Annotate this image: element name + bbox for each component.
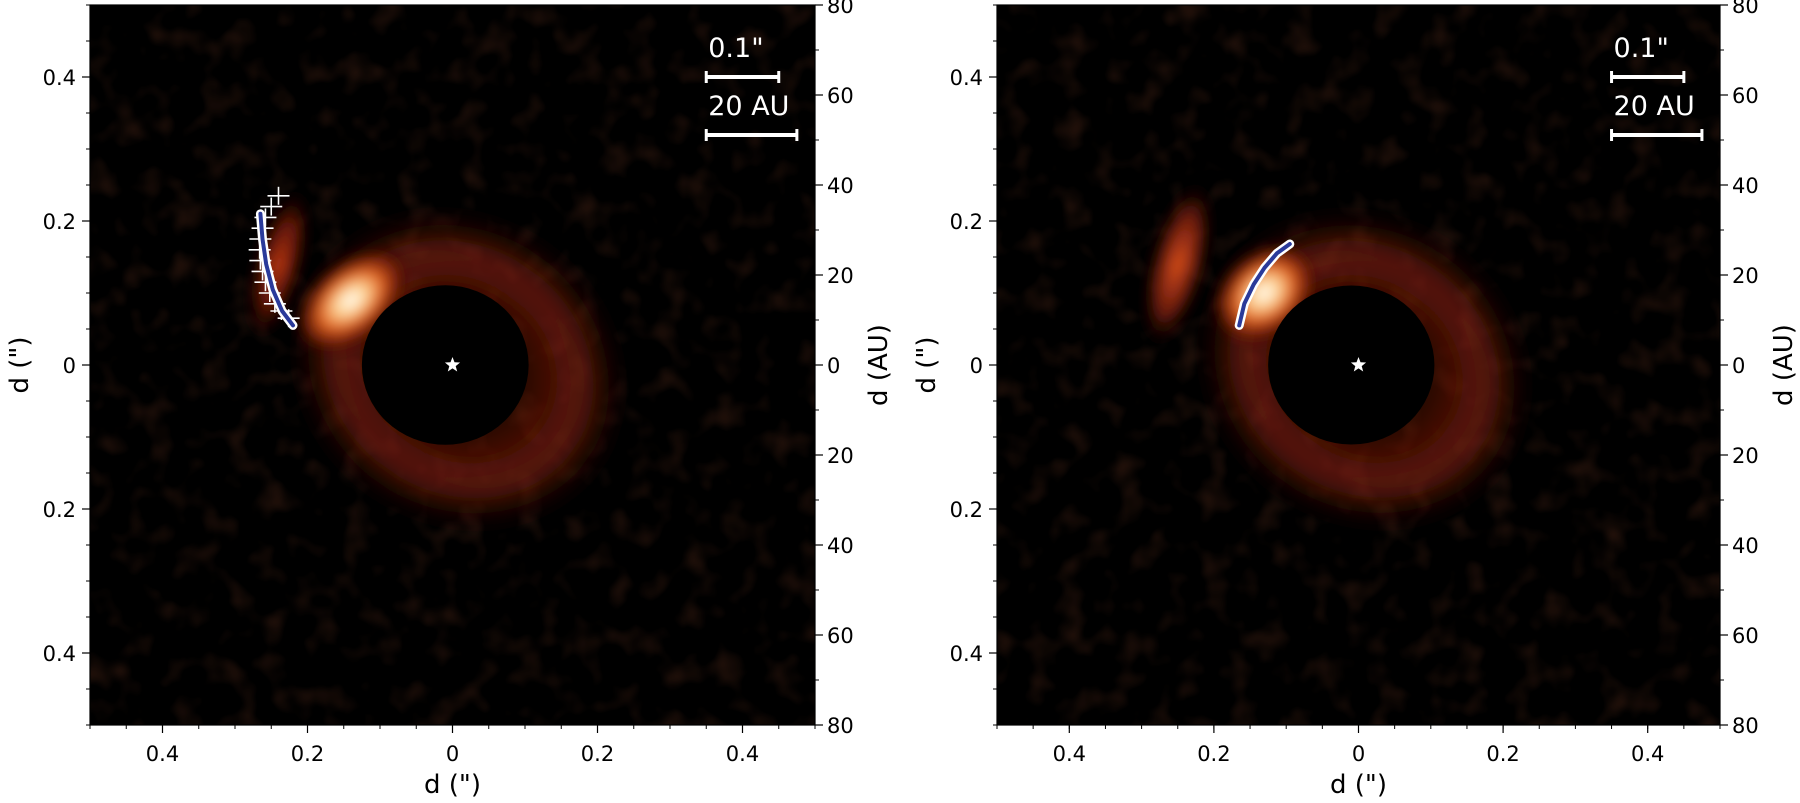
x-tick-label: 0 (446, 742, 459, 766)
coronagraph-mask (1268, 285, 1435, 445)
x-tick-label: 0.2 (291, 742, 324, 766)
image-area: 0.1" 20 AU (997, 5, 1720, 725)
y2-tick-label: 40 (827, 534, 854, 558)
y2-axis-label: d (AU) (864, 324, 894, 406)
fit-curve (1237, 242, 1292, 328)
y2-tick-label: 20 (1732, 264, 1759, 288)
y2-tick-label: 20 (827, 444, 854, 468)
y2-tick-label: 80 (1732, 0, 1759, 18)
y-tick-label: 0.2 (43, 498, 76, 522)
y2-tick-label: 40 (1732, 534, 1759, 558)
coronagraph-mask (361, 285, 529, 445)
y2-tick-label: 40 (1732, 174, 1759, 198)
y-tick-label: 0 (63, 354, 76, 378)
star-marker (444, 357, 461, 372)
x-axis-label: d (") (424, 770, 481, 799)
scalebar-label: 0.1" (1614, 33, 1669, 64)
x-tick-label: 0.2 (1197, 742, 1230, 766)
left-panel: 0.1" 20 AU 0.4 0.2 0 0.2 0.4 0.4 0.2 0 0.2 0.4 80 60 4… (5, 0, 894, 800)
y-axis-label: d (") (912, 336, 942, 393)
measured-point (260, 197, 283, 216)
x-tick-label: 0.4 (1631, 742, 1664, 766)
y2-tick-label: 60 (1732, 84, 1759, 108)
y-tick-label: 0 (970, 354, 983, 378)
x-tick-label: 0.4 (726, 742, 759, 766)
scalebar-label: 20 AU (1614, 91, 1695, 122)
y-axis-label: d (") (5, 336, 35, 393)
y2-tick-label: 60 (1732, 624, 1759, 648)
star-marker (1350, 357, 1367, 372)
y2-tick-label: 60 (827, 84, 854, 108)
y-tick-label: 0.2 (950, 210, 983, 234)
y-tick-label: 0.4 (950, 66, 983, 90)
fit-curve (258, 211, 295, 328)
x-tick-label: 0.4 (1053, 742, 1086, 766)
outer-streak (1141, 180, 1214, 349)
y2-tick-label: 20 (827, 264, 854, 288)
y-tick-label: 0.2 (950, 498, 983, 522)
x-tick-label: 0.2 (1486, 742, 1519, 766)
image-area: 0.1" 20 AU (90, 5, 815, 725)
y2-tick-label: 40 (827, 174, 854, 198)
y2-tick-label: 20 (1732, 444, 1759, 468)
x-tick-label: 0 (1352, 742, 1365, 766)
y2-tick-label: 60 (827, 624, 854, 648)
y2-tick-label: 0 (1732, 354, 1745, 378)
x-tick-label: 0.2 (581, 742, 614, 766)
y2-axis-label: d (AU) (1769, 324, 1799, 406)
scalebar-label: 0.1" (708, 33, 763, 64)
y-tick-label: 0.4 (43, 66, 76, 90)
y2-tick-label: 80 (827, 714, 854, 738)
right-panel: 0.1" 20 AU 0.4 0.2 0 0.2 0.4 0.4 0.2 0 0.2 0.4 80 60 4… (912, 0, 1799, 800)
y-tick-label: 0.4 (43, 642, 76, 666)
measured-point (267, 186, 290, 205)
outer-streak (246, 186, 311, 342)
x-axis-label: d (") (1330, 770, 1387, 799)
y2-tick-label: 80 (827, 0, 854, 18)
y-tick-label: 0.2 (43, 210, 76, 234)
y-tick-label: 0.4 (950, 642, 983, 666)
scalebar-label: 20 AU (708, 91, 789, 122)
y2-tick-label: 0 (827, 354, 840, 378)
x-tick-label: 0.4 (146, 742, 179, 766)
y2-tick-label: 80 (1732, 714, 1759, 738)
